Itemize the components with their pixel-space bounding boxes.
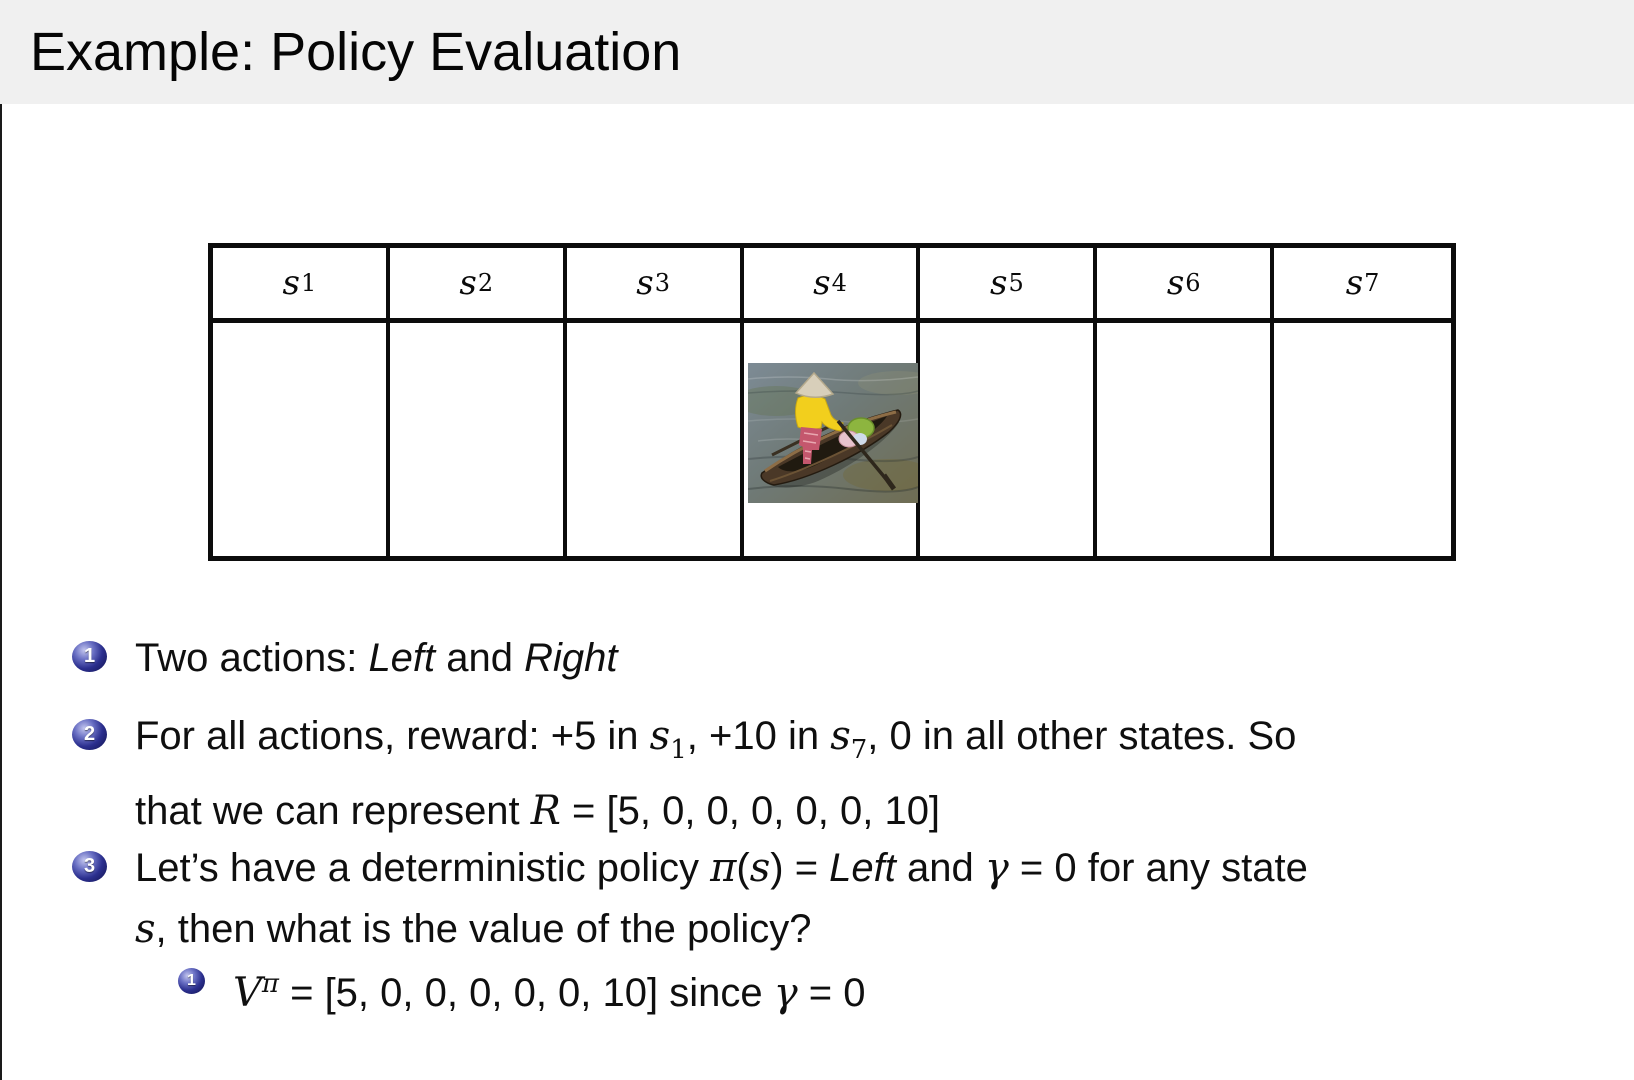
text-segment: = [5, 0, 0, 0, 0, 0, 10]	[560, 789, 941, 833]
text-segment: , 0 in all other states. So	[867, 714, 1297, 758]
text-line: s, then what is the value of the policy?	[135, 899, 1308, 960]
text-segment: Left	[368, 636, 436, 680]
text-segment: (	[736, 846, 750, 890]
item-text: Two actions: Left and Right	[135, 628, 618, 689]
text-segment: s	[749, 845, 771, 891]
text-segment: Left	[829, 846, 896, 890]
text-segment: π	[261, 969, 279, 999]
state-cell-s6	[1097, 323, 1275, 556]
text-segment: s	[135, 906, 156, 952]
list-item-2: 2 For all actions, reward: +5 in s1, +10 …	[72, 706, 1296, 842]
text-segment: , +10 in	[686, 714, 831, 758]
text-segment: For all actions, reward: +5 in	[135, 714, 650, 758]
state-cell-s1	[213, 323, 390, 556]
item-text: For all actions, reward: +5 in s1, +10 i…	[135, 706, 1296, 842]
text-segment: and	[435, 636, 525, 680]
text-segment: V	[233, 970, 262, 1016]
text-segment: π	[710, 845, 737, 891]
sub-list-item: 1 Vπ = [5, 0, 0, 0, 0, 0, 10] since γ = 0	[178, 954, 865, 1024]
state-cell-s7	[1274, 323, 1451, 556]
text-segment: Right	[524, 636, 618, 680]
title-bar: Example: Policy Evaluation	[0, 0, 1634, 104]
text-segment: γ	[984, 845, 1009, 891]
text-line: that we can represent R = [5, 0, 0, 0, 0…	[135, 781, 1296, 842]
state-cell-s4	[744, 323, 921, 556]
list-item-3: 3 Let’s have a deterministic policy π(s) …	[72, 838, 1308, 960]
text-segment: Two actions:	[135, 636, 369, 680]
text-segment: = 0	[797, 971, 866, 1015]
text-segment: Let’s have a deterministic policy	[135, 846, 711, 890]
slide-edge-line	[0, 0, 2, 1080]
text-segment: that we can represent	[135, 789, 531, 833]
state-cell-s3	[567, 323, 744, 556]
text-segment: and	[895, 846, 985, 890]
text-segment: 7	[850, 735, 868, 765]
text-segment: s	[649, 713, 671, 759]
item-text: Vπ = [5, 0, 0, 0, 0, 0, 10] since γ = 0	[233, 954, 865, 1024]
page-title: Example: Policy Evaluation	[30, 22, 682, 82]
text-segment: 1	[670, 735, 687, 765]
text-segment: R	[530, 788, 561, 834]
item-text: Let’s have a deterministic policy π(s) =…	[135, 838, 1308, 960]
list-item-1: 1 Two actions: Left and Right	[72, 628, 618, 689]
item-number-badge: 3	[72, 851, 107, 882]
text-segment: = 0 for any state	[1008, 846, 1308, 890]
item-number-badge: 1	[178, 968, 205, 994]
text-segment: , then what is the value of the policy?	[155, 907, 812, 951]
text-line: Vπ = [5, 0, 0, 0, 0, 0, 10] since γ = 0	[233, 954, 865, 1024]
text-line: Let’s have a deterministic policy π(s) =…	[135, 838, 1308, 899]
text-segment: = [5, 0, 0, 0, 0, 0, 10] since	[278, 971, 774, 1015]
boat-photo	[748, 363, 918, 503]
state-cell-s5	[920, 323, 1098, 556]
state-cell-s2	[390, 323, 567, 556]
text-line: Two actions: Left and Right	[135, 628, 618, 689]
item-number-badge: 1	[72, 641, 107, 672]
text-segment: γ	[773, 970, 798, 1016]
item-number-badge: 2	[72, 719, 107, 750]
text-segment: s	[830, 713, 851, 759]
text-segment: ) =	[770, 846, 830, 890]
text-line: For all actions, reward: +5 in s1, +10 i…	[135, 706, 1296, 781]
